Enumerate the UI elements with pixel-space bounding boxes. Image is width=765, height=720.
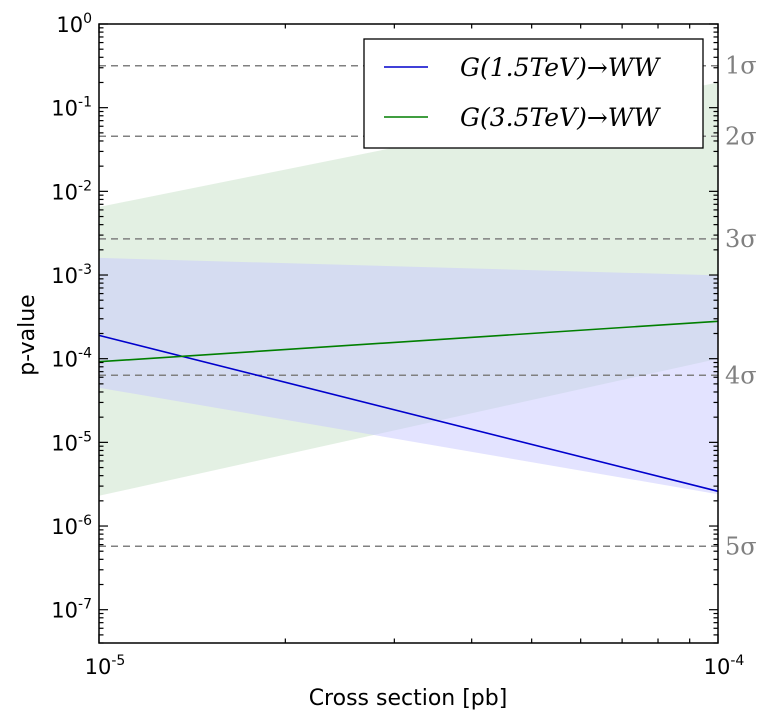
data-series <box>98 320 719 493</box>
x-tick-label: 10-4 <box>704 653 745 679</box>
sigma-labels: 1σ 2σ 3σ 4σ 5σ <box>725 52 757 561</box>
x-tick-labels: 10-5 10-4 <box>85 653 745 679</box>
sigma-label-3: 3σ <box>725 225 757 253</box>
legend-label-2: G(3.5TeV)→WW <box>460 103 661 132</box>
y-tick-label: 10-7 <box>51 597 92 623</box>
series-line-1 <box>98 334 719 493</box>
sigma-label-1: 1σ <box>725 52 757 80</box>
y-tick-label: 10-6 <box>51 513 92 539</box>
band-1 <box>99 257 718 495</box>
y-tick-label: 10-2 <box>51 178 92 204</box>
plot-frame <box>98 23 719 644</box>
y-tick-label: 10-3 <box>51 262 92 288</box>
sigma-label-2: 2σ <box>725 122 757 150</box>
y-axis-title: p-value <box>15 294 40 375</box>
y-tick-label: 10-4 <box>51 346 92 372</box>
legend: G(1.5TeV)→WW G(3.5TeV)→WW <box>363 38 704 149</box>
x-axis-title: Cross section [pb] <box>309 686 508 711</box>
y-tick-label: 10-5 <box>51 429 92 455</box>
series-line-2 <box>98 320 719 363</box>
sigma-label-5: 5σ <box>725 532 757 560</box>
uncertainty-bands <box>99 82 718 496</box>
y-tick-label: 100 <box>56 11 92 37</box>
legend-box <box>363 38 704 149</box>
y-tick-labels: 100 10-1 10-2 10-3 10-4 10-5 10-6 10-7 <box>51 11 92 623</box>
y-tick-label: 10-1 <box>51 95 92 121</box>
sigma-label-4: 4σ <box>725 361 757 389</box>
legend-label-1: G(1.5TeV)→WW <box>460 53 661 82</box>
x-tick-label: 10-5 <box>85 653 126 679</box>
